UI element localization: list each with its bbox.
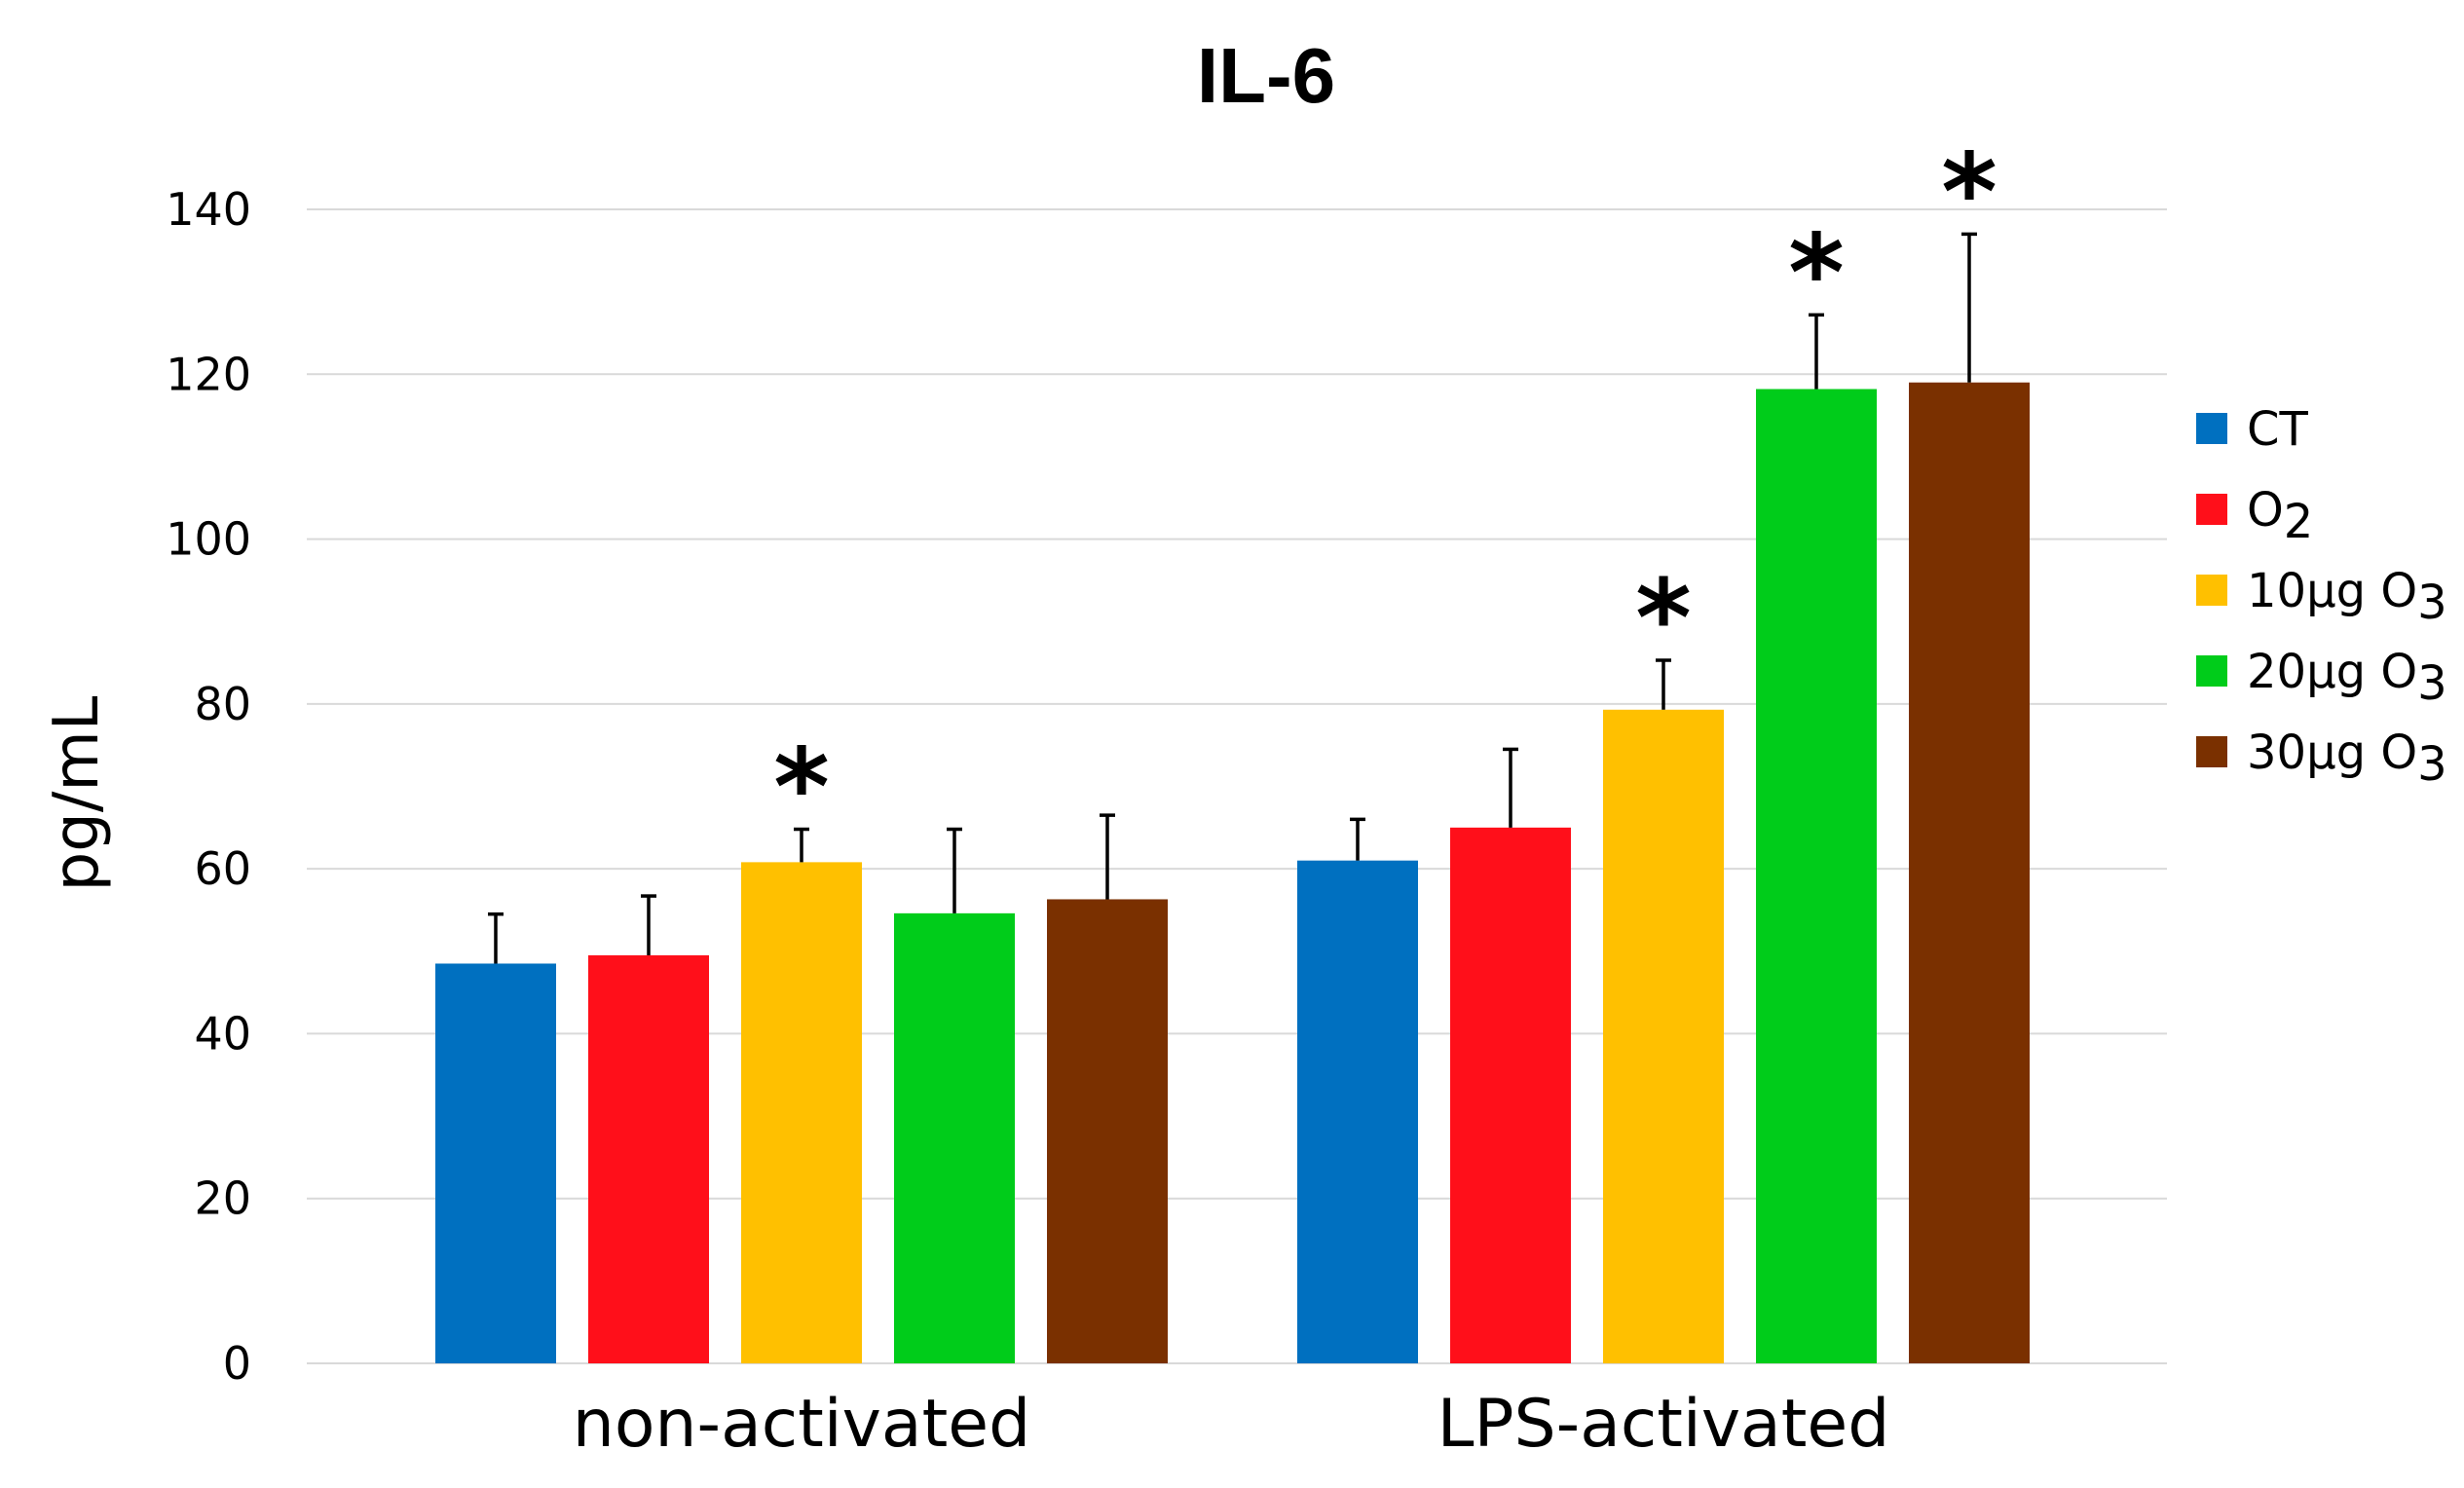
legend-label: 30µg O3 <box>2247 725 2447 792</box>
y-tick-label: 140 <box>166 183 251 236</box>
significance-marker: * <box>773 725 830 850</box>
bar-non-activated-30-g-O3 <box>1047 899 1168 1363</box>
bar-non-activated-20-g-O3 <box>894 912 1015 1363</box>
legend-label: 10µg O3 <box>2247 564 2447 630</box>
y-tick-label: 60 <box>194 842 251 895</box>
bar-LPS-activated-30-g-O3 <box>1909 382 2030 1363</box>
legend-label: 20µg O3 <box>2247 645 2447 711</box>
y-tick-label: 40 <box>194 1007 251 1060</box>
x-category-label: LPS-activated <box>1437 1386 1890 1463</box>
significance-marker: * <box>1635 556 1692 681</box>
legend: CT O2 10µg O3 20µg O3 30µg O3 <box>2196 402 2447 792</box>
chart-title: IL-6 <box>1197 32 1335 119</box>
significance-marker: * <box>1788 210 1845 335</box>
y-axis-label: pg/mL <box>41 695 113 891</box>
bar-non-activated-O2 <box>588 955 709 1363</box>
bar-LPS-activated-10-g-O3 <box>1603 709 1724 1363</box>
bar-LPS-activated-CT <box>1297 860 1418 1363</box>
legend-label: CT <box>2247 402 2309 457</box>
legend-swatch <box>2196 736 2227 767</box>
y-tick-label: 120 <box>166 348 251 400</box>
y-tick-label: 100 <box>166 513 251 566</box>
y-tick-label: 0 <box>223 1337 251 1390</box>
significance-marker: * <box>1941 130 1997 254</box>
axes: 0 20 40 60 80 100 120 140 non-activated LPS-activ… <box>166 183 1889 1463</box>
bar-LPS-activated-20-g-O3 <box>1756 389 1877 1363</box>
legend-swatch <box>2196 413 2227 444</box>
grid-lines <box>307 208 2167 1364</box>
y-tick-label: 80 <box>194 678 251 730</box>
bar-LPS-activated-O2 <box>1450 827 1571 1363</box>
bar-non-activated-10-g-O3 <box>741 862 862 1363</box>
bar-non-activated-CT <box>435 963 556 1363</box>
legend-swatch <box>2196 494 2227 525</box>
bars: * * * * <box>435 130 2030 1363</box>
y-tick-label: 20 <box>194 1172 251 1225</box>
x-category-label: non-activated <box>573 1386 1031 1463</box>
legend-swatch <box>2196 575 2227 606</box>
legend-label: O2 <box>2247 483 2313 549</box>
legend-swatch <box>2196 655 2227 687</box>
